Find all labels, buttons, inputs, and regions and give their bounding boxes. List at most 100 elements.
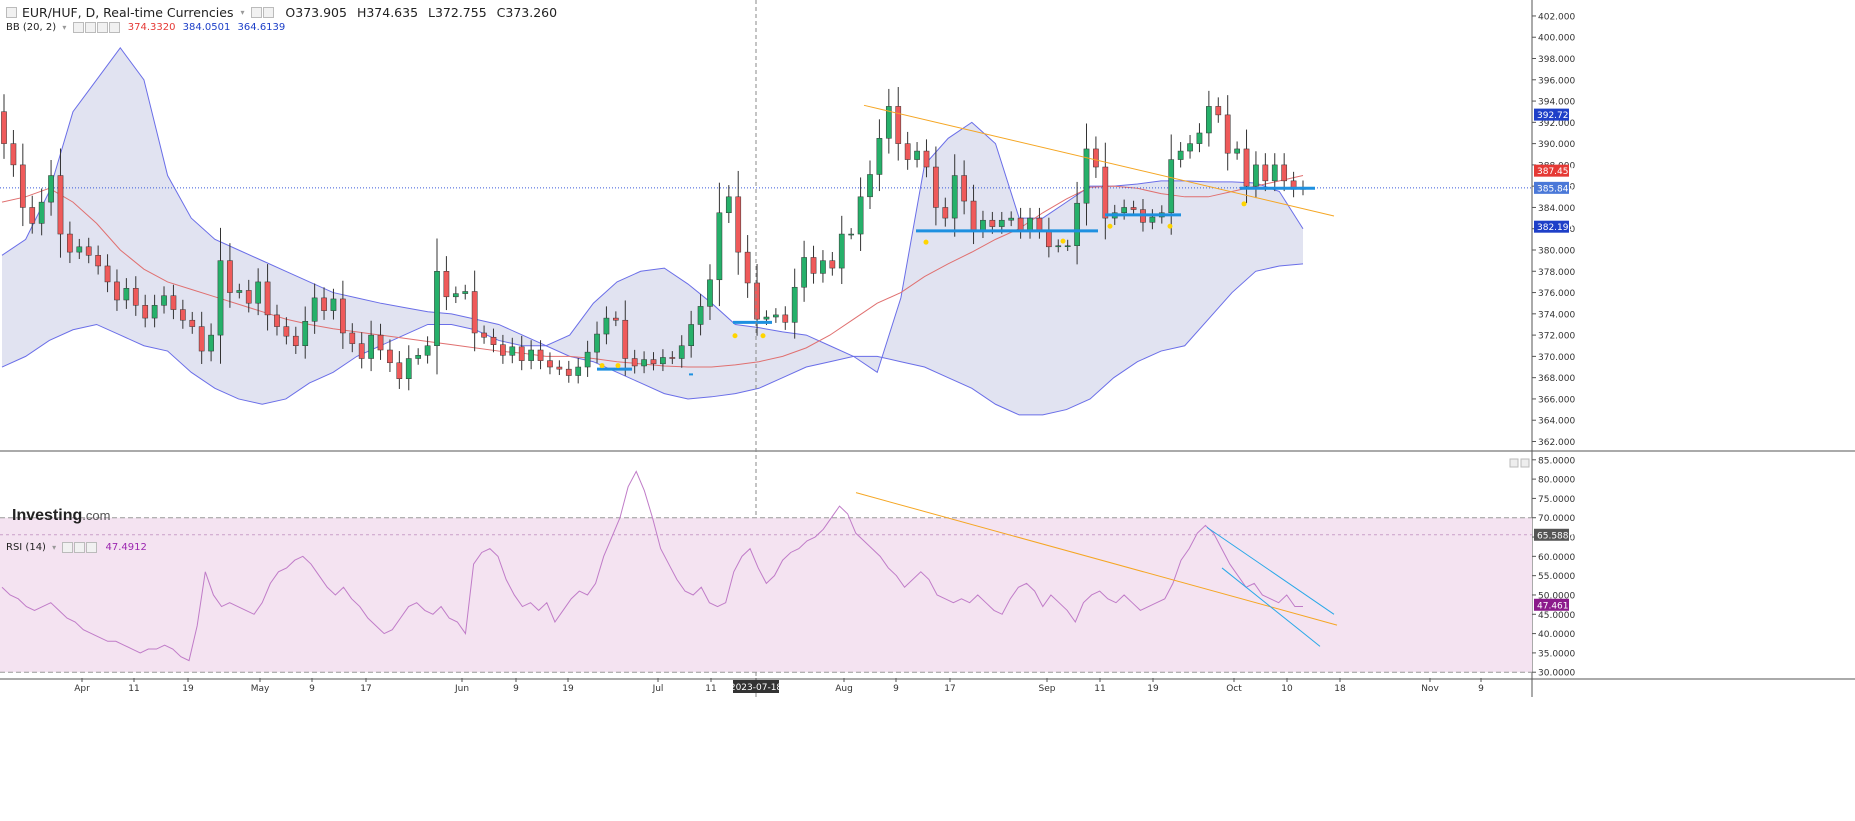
close-value: C373.260 — [496, 5, 558, 20]
symbol-title: EUR/HUF, D, Real-time Currencies — [21, 5, 234, 20]
candle-body — [245, 290, 252, 304]
candle-body — [236, 290, 243, 293]
bb-label: BB (20, 2) — [6, 22, 57, 33]
candle-body — [961, 175, 967, 202]
candle-body — [1064, 245, 1071, 247]
candle-body — [434, 271, 440, 346]
x-tick-label: May — [251, 684, 270, 694]
candle-body — [1281, 164, 1288, 182]
x-tick-label: 9 — [513, 684, 519, 694]
candle-body — [528, 349, 534, 361]
x-tick-label: 11 — [128, 684, 139, 694]
marker-dot — [1241, 201, 1247, 207]
candle-body — [471, 291, 478, 334]
marker-dot — [1107, 223, 1113, 229]
rsi-y-tick-label: 30.0000 — [1538, 669, 1575, 679]
x-tick-label: Oct — [1226, 684, 1242, 694]
candle-body — [575, 366, 582, 376]
candle-body — [1, 111, 7, 144]
y-tick-label: 368.000 — [1538, 374, 1575, 384]
candle-body — [970, 200, 977, 231]
x-tick-label: Jul — [652, 684, 664, 694]
settings-icon[interactable] — [251, 7, 263, 18]
candle-body — [744, 251, 751, 284]
candle-body — [565, 368, 572, 376]
candle-body — [1074, 202, 1080, 246]
candle-body — [641, 359, 647, 367]
remove-icon[interactable] — [86, 542, 98, 553]
candle-body — [1206, 106, 1212, 134]
candle-body — [942, 207, 949, 219]
candle-body — [452, 293, 459, 298]
y-tick-label: 402.000 — [1538, 12, 1575, 22]
remove-icon[interactable] — [263, 7, 275, 18]
candle-body — [1121, 207, 1128, 214]
collapse-icon[interactable] — [6, 7, 17, 18]
candle-body — [622, 319, 629, 359]
rsi-price-label-box — [1534, 598, 1569, 611]
close-icon[interactable] — [108, 22, 120, 33]
candle-body — [19, 164, 26, 208]
candle-body — [754, 282, 760, 320]
candle-body — [255, 281, 262, 304]
price-label-box — [1534, 181, 1569, 194]
candle-body — [76, 246, 83, 253]
x-tick-label: 9 — [1478, 684, 1484, 694]
rsi-label: RSI (14) — [6, 542, 46, 553]
candle-body — [1036, 217, 1043, 231]
candle-body — [1083, 148, 1090, 204]
open-value: O373.905 — [285, 5, 347, 20]
candle-body — [415, 355, 422, 359]
candle-body — [38, 201, 45, 224]
logo-brand: Investing — [12, 507, 83, 524]
x-crosshair-label-box — [733, 680, 779, 693]
candle-body — [660, 357, 666, 365]
candle-body — [1243, 148, 1250, 187]
candle-body — [895, 106, 902, 144]
y-tick-label: 362.000 — [1538, 438, 1575, 448]
candle-body — [885, 106, 892, 139]
settings-icon[interactable] — [84, 22, 96, 33]
price-label-box — [1534, 164, 1569, 177]
eye-icon[interactable] — [62, 542, 74, 553]
eye-icon[interactable] — [72, 22, 84, 33]
chevron-down-icon[interactable]: ▾ — [62, 23, 67, 32]
y-tick-label: 374.000 — [1538, 310, 1575, 320]
chevron-down-icon[interactable]: ▾ — [52, 543, 57, 552]
candle-body — [292, 335, 299, 346]
candle-body — [735, 196, 742, 253]
candle-body — [151, 305, 158, 319]
candle-body — [1055, 245, 1062, 248]
settings-icon[interactable] — [74, 542, 86, 553]
candle-body — [1215, 106, 1222, 116]
x-tick-label: Sep — [1039, 684, 1056, 694]
candle-body — [405, 358, 412, 379]
candle-body — [773, 314, 779, 318]
rsi-band-fill — [0, 517, 1532, 673]
candle-body — [1102, 166, 1109, 219]
rsi-y-tick-label: 50.0000 — [1538, 591, 1575, 601]
y-tick-label: 394.000 — [1538, 98, 1575, 108]
chevron-down-icon[interactable]: ▾ — [240, 8, 245, 17]
candle-body — [481, 332, 487, 338]
candle-body — [67, 233, 73, 253]
candle-body — [707, 279, 713, 307]
x-tick-label: 19 — [562, 684, 574, 694]
marker-dot — [1060, 238, 1066, 244]
x-tick-label: 19 — [182, 684, 194, 694]
candle-body — [509, 346, 516, 356]
candle-body — [914, 150, 920, 160]
candle-body — [170, 295, 177, 310]
candle-body — [500, 344, 506, 356]
candle-body — [142, 305, 149, 319]
marker-dot — [760, 333, 766, 339]
candle-body — [227, 260, 233, 293]
marker-dot — [923, 239, 929, 245]
remove-icon[interactable] — [96, 22, 108, 33]
candle-body — [179, 309, 186, 321]
candle-body — [594, 333, 600, 353]
candle-body — [1187, 143, 1193, 152]
price-label: 392.726 — [1537, 111, 1574, 121]
candle-body — [490, 336, 497, 345]
